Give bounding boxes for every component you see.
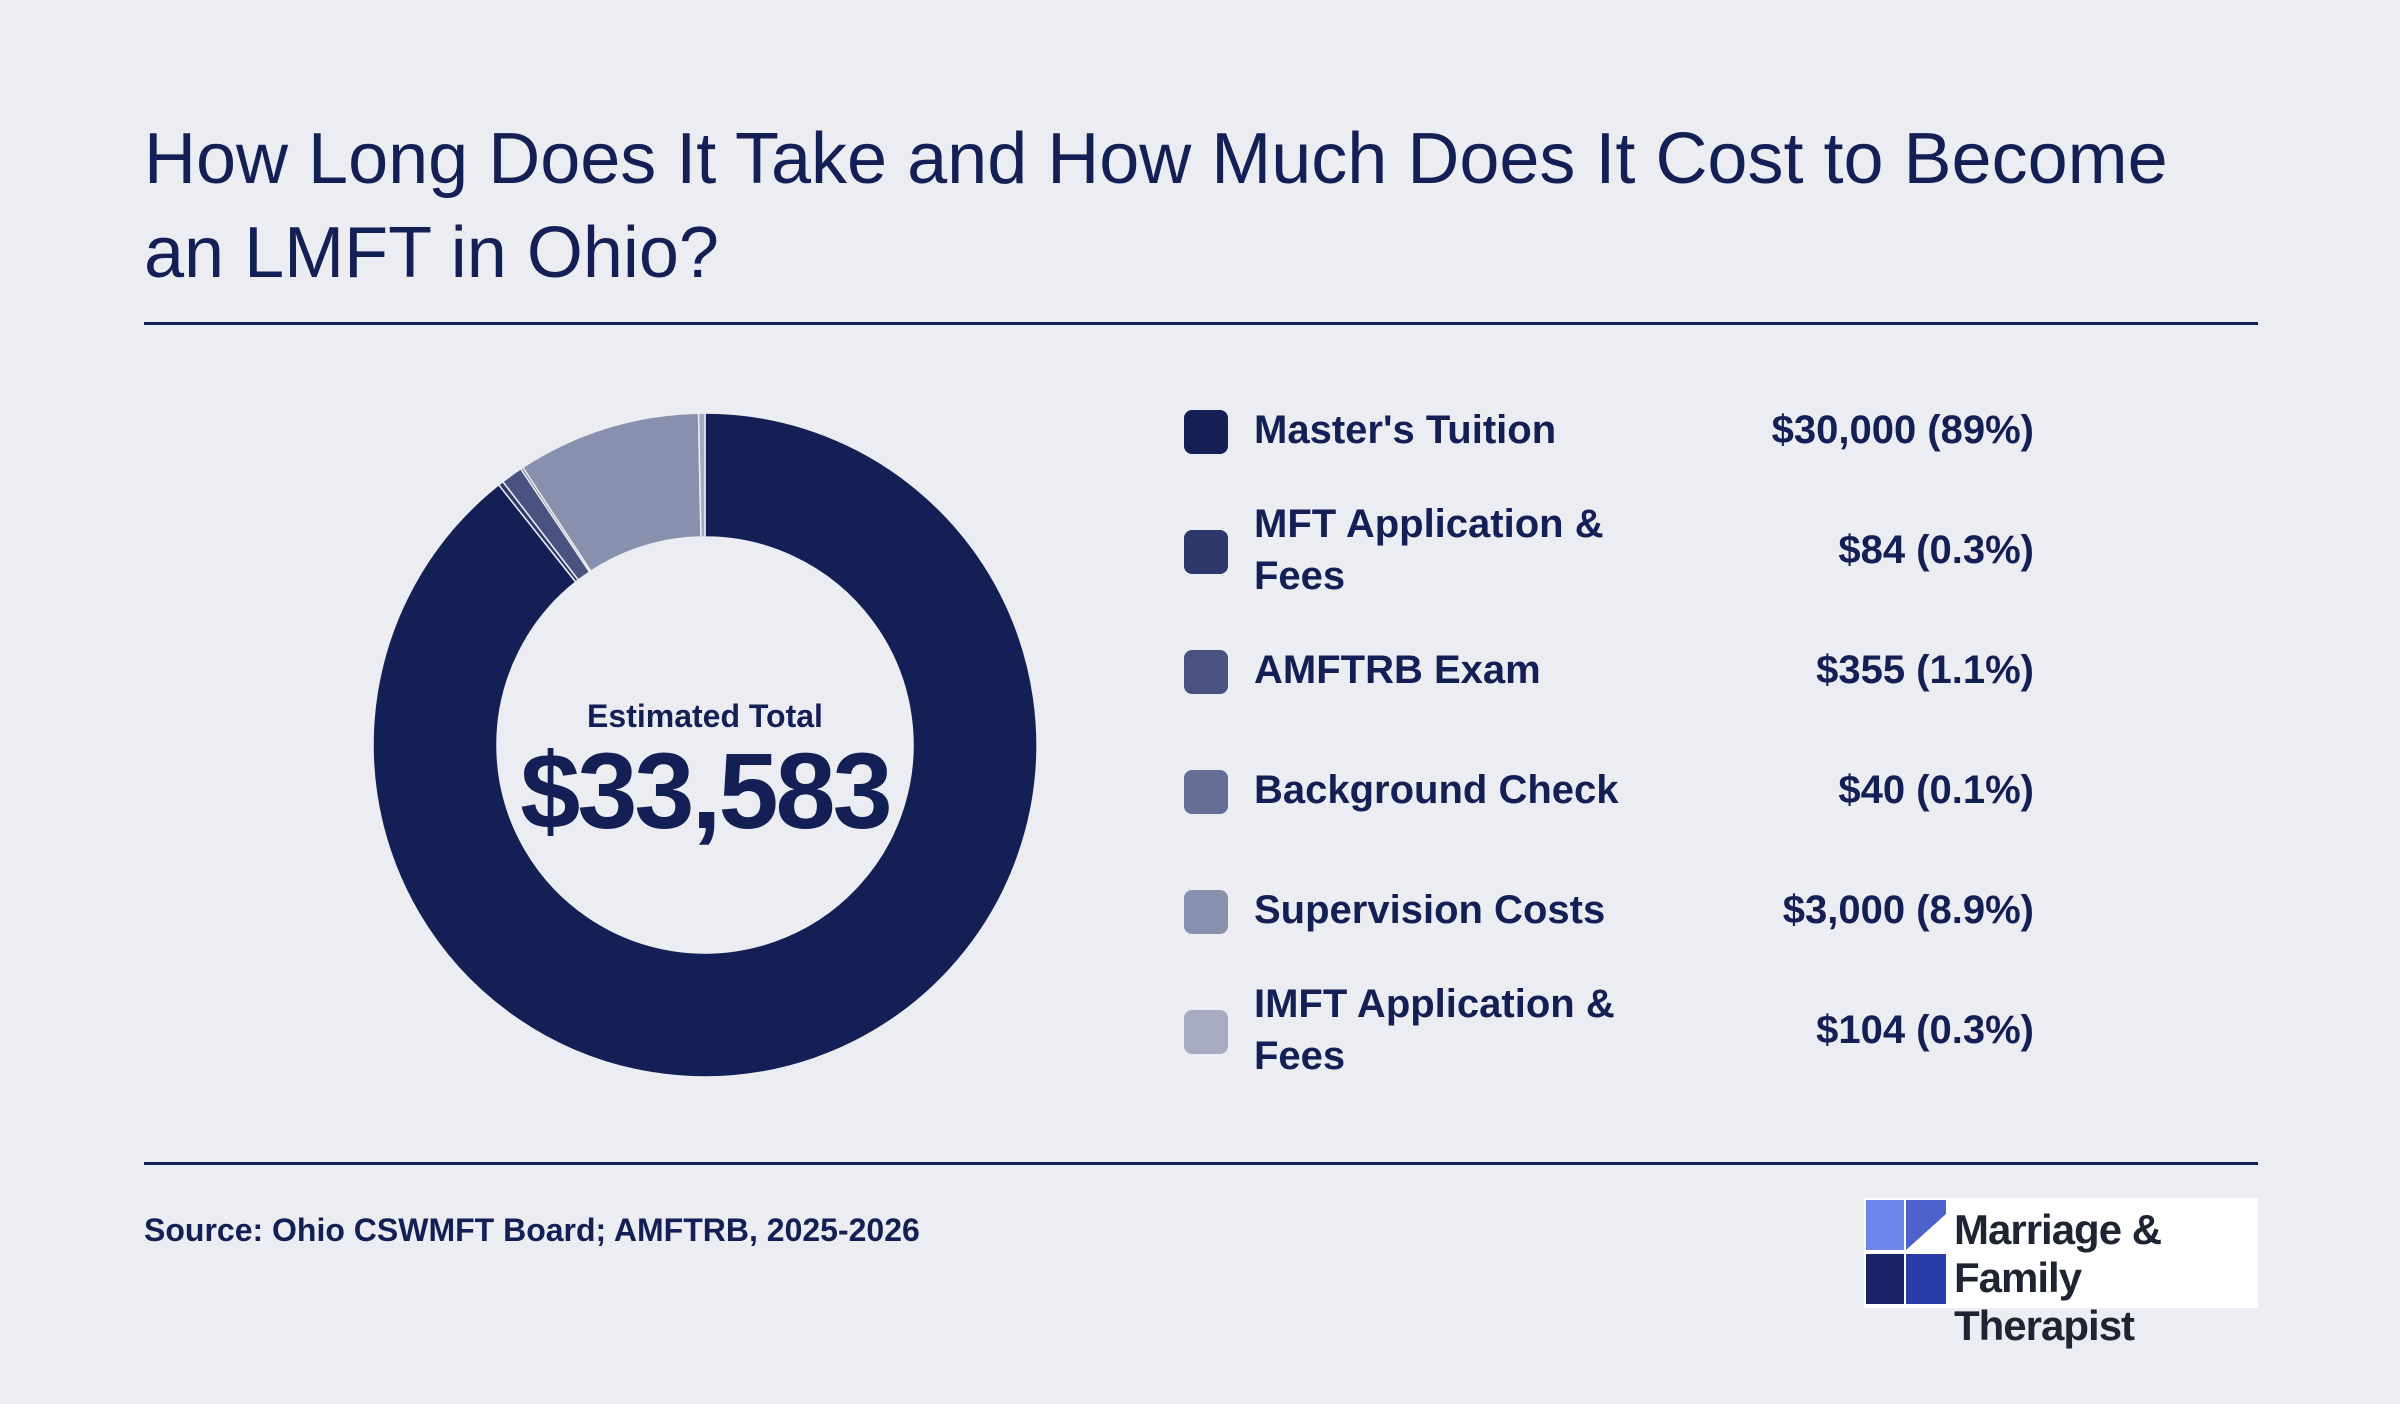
legend-value: $84 (0.3%) [1838,528,2034,572]
total-value: $33,583 [520,730,892,851]
legend-label: Supervision Costs [1254,888,1606,932]
logo-text: Marriage & Family Therapist [1954,1206,2258,1350]
bottom-divider [144,1162,2258,1165]
legend-value: $3,000 (8.9%) [1782,888,2034,932]
donut-slice-1 [372,412,1038,1078]
legend-item: Supervision Costs $3,000 (8.9%) [1184,850,2034,970]
legend-label: Background Check [1254,768,1619,812]
legend-swatch [1184,530,1228,574]
donut-svg [372,412,1038,1078]
donut-slice-6 [697,412,706,538]
logo-line-1: Marriage & Family [1954,1206,2162,1301]
legend-value: $104 (0.3%) [1816,1008,2034,1052]
total-label: Estimated Total [587,698,823,734]
legend-label: IMFT Application & Fees [1254,982,1615,1078]
page-title: How Long Does It Take and How Much Does … [144,119,2168,293]
legend-label: MFT Application & Fees [1254,502,1604,598]
logo-line-2: Therapist [1954,1302,2135,1349]
legend-item: Master's Tuition $30,000 (89%) [1184,370,2034,490]
source-note: Source: Ohio CSWMFT Board; AMFTRB, 2025-… [144,1212,920,1248]
legend-item: IMFT Application & Fees $104 (0.3%) [1184,970,2034,1090]
legend-value: $40 (0.1%) [1838,768,2034,812]
donut-chart: Estimated Total $33,583 [370,410,1040,1080]
legend-item: Background Check $40 (0.1%) [1184,730,2034,850]
legend-swatch [1184,410,1228,454]
legend-label: Master's Tuition [1254,408,1557,452]
legend-swatch [1184,770,1228,814]
legend-swatch [1184,1010,1228,1054]
brand-logo: Marriage & Family Therapist [1864,1198,2258,1349]
top-divider [144,322,2258,325]
logo-mark-icon [1866,1200,1946,1304]
legend-label: AMFTRB Exam [1254,648,1541,692]
legend-swatch [1184,650,1228,694]
legend-value: $30,000 (89%) [1771,408,2034,452]
legend-swatch [1184,890,1228,934]
chart-legend: Master's Tuition $30,000 (89%) MFT Applica… [1184,0,2034,1404]
legend-item: AMFTRB Exam $355 (1.1%) [1184,610,2034,730]
legend-value: $355 (1.1%) [1816,648,2034,692]
legend-item: MFT Application & Fees $84 (0.3%) [1184,490,2034,610]
